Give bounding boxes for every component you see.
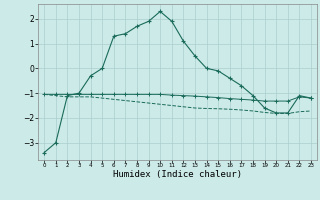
X-axis label: Humidex (Indice chaleur): Humidex (Indice chaleur) <box>113 170 242 179</box>
